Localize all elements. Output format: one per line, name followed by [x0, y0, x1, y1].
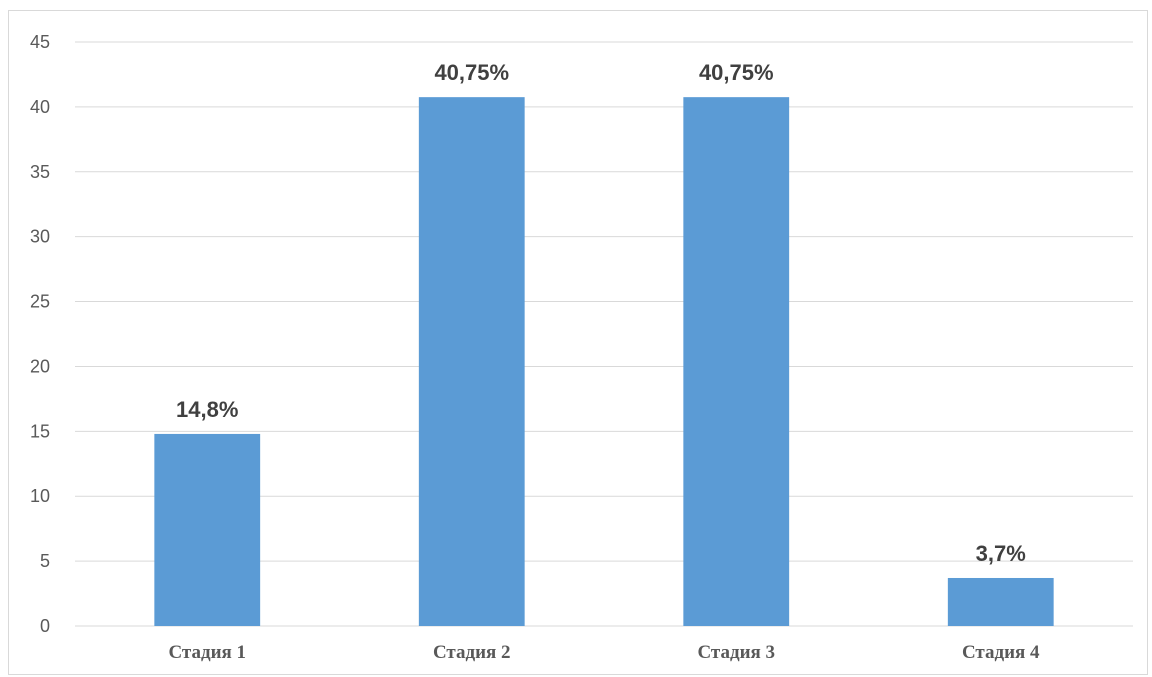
- data-label: 14,8%: [176, 397, 238, 422]
- y-tick-label: 10: [30, 486, 50, 506]
- y-tick-label: 20: [30, 356, 50, 376]
- y-tick-label: 40: [30, 97, 50, 117]
- y-tick-label: 30: [30, 227, 50, 247]
- bar[interactable]: [947, 577, 1054, 626]
- x-category-label: Стадия 4: [962, 642, 1040, 663]
- x-category-label: Стадия 2: [433, 642, 511, 663]
- y-tick-label: 45: [30, 32, 50, 52]
- bar[interactable]: [418, 97, 525, 626]
- y-tick-label: 35: [30, 162, 50, 182]
- data-label: 40,75%: [699, 60, 774, 85]
- y-tick-label: 0: [40, 616, 50, 636]
- y-tick-label: 15: [30, 421, 50, 441]
- data-label: 40,75%: [434, 60, 509, 85]
- y-tick-label: 25: [30, 292, 50, 312]
- bar[interactable]: [683, 97, 790, 626]
- y-tick-label: 5: [40, 551, 50, 571]
- x-category-label: Стадия 3: [697, 642, 775, 663]
- data-label: 3,7%: [976, 541, 1026, 566]
- bar[interactable]: [154, 433, 261, 626]
- x-category-label: Стадия 1: [168, 642, 246, 663]
